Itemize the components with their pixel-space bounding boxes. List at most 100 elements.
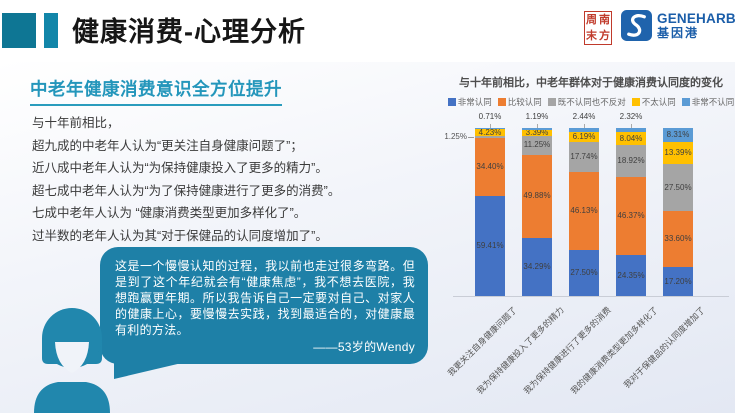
legend-item: 非常不认同	[681, 96, 735, 108]
x-axis-line	[453, 296, 729, 297]
segment-value-label: 46.13%	[570, 206, 598, 216]
bar-segment	[663, 164, 693, 211]
geneharbor-helix-icon	[621, 10, 652, 41]
bar-segment	[522, 154, 552, 239]
bar-segment	[616, 145, 646, 178]
segment-value-label: 4.23%	[478, 127, 502, 137]
bar-segment	[522, 238, 552, 296]
bar-segment	[569, 128, 599, 133]
bar-segment	[663, 141, 693, 165]
bar-segment	[475, 136, 505, 139]
segment-value-label: 2.32%	[619, 112, 643, 121]
body-line: 七成中老年人认为 “健康消费类型更加多样化了”。	[32, 206, 307, 220]
label-tick	[490, 124, 491, 128]
bar-segment	[475, 129, 505, 137]
body-line: 超九成的中老年人认为“更关注自身健康问题了”；	[32, 138, 303, 153]
legend-swatch	[547, 98, 556, 106]
segment-value-label: 8.31%	[666, 129, 690, 139]
segment-value-label: 33.60%	[664, 233, 692, 243]
segment-value-label: 3.39%	[525, 127, 549, 137]
segment-value-label: 17.20%	[664, 276, 692, 286]
chart: 与十年前相比，中老年群体对于健康消费认同度的变化 非常认同 比较认同 既不认同也不反…	[444, 74, 735, 409]
chart-plot: 59.41% 34.40% 1.25% 4.23% 0.71% 我更关注自身健康问题了 34…	[444, 112, 735, 409]
segment-value-label: 27.50%	[570, 267, 598, 277]
body-line: 近八成中老年人认为“为保持健康投入了更多的精力”。	[32, 161, 328, 175]
quote-attribution: ——53岁的Wendy	[313, 340, 415, 354]
segment-value-label: 13.39%	[664, 148, 692, 158]
legend-label: 既不认同也不反对	[557, 97, 626, 107]
legend-item: 不太认同	[631, 96, 676, 108]
segment-value-label: 24.35%	[617, 270, 645, 280]
southern-weekly-seal-logo: 周 南 末 方	[584, 11, 612, 45]
brand-text: GENEHARBOR 基因港	[657, 11, 735, 40]
seal-char: 末	[586, 29, 597, 42]
legend-label: 非常不认同	[691, 97, 735, 107]
brand-name: GENEHARBOR	[657, 11, 735, 26]
bar-segment	[475, 128, 505, 130]
seal-char: 南	[599, 13, 610, 26]
legend-item: 比较认同	[497, 96, 542, 108]
bar-segment	[616, 131, 646, 146]
legend-swatch	[447, 98, 456, 106]
quote-bubble: 这是一个慢慢认知的过程，我以前也走过很多弯路。但是到了这个年纪就会有“健康焦虑”…	[100, 247, 428, 379]
bar-segment	[663, 128, 693, 142]
seal-char: 方	[599, 29, 610, 42]
header: 健康消费-心理分析 周 南 末 方 GENEHARBOR 基因港	[0, 0, 735, 62]
bar-segment	[522, 128, 552, 130]
segment-value-label: 17.74%	[570, 152, 598, 162]
title-accent-bar	[44, 13, 58, 48]
segment-value-label: 59.41%	[476, 241, 504, 251]
bar-segment	[663, 267, 693, 296]
segment-value-label: 11.25%	[523, 140, 551, 150]
bar-segment	[663, 210, 693, 268]
title-accent-block	[2, 13, 36, 48]
label-tick	[631, 124, 632, 128]
segment-value-label: 18.92%	[617, 156, 645, 166]
segment-value-label: 34.40%	[476, 162, 504, 172]
legend-swatch	[681, 98, 690, 106]
bar-segment	[569, 132, 599, 143]
legend-swatch	[497, 98, 506, 106]
body-line: 超七成中老年人认为“为了保持健康进行了更多的消费”。	[32, 183, 341, 198]
body-text: 与十年前相比， 超九成的中老年人认为“更关注自身健康问题了”； 近八成中老年人认…	[32, 112, 432, 247]
segment-value-label: 1.25%	[444, 132, 467, 142]
section-heading: 中老年健康消费意识全方位提升	[30, 76, 282, 106]
bar-segment	[475, 196, 505, 296]
bar-segment	[616, 255, 646, 296]
legend-label: 比较认同	[507, 97, 542, 107]
legend-item: 非常认同	[447, 96, 492, 108]
segment-value-label: 2.44%	[572, 112, 596, 121]
quote-text: 这是一个慢慢认知的过程，我以前也走过很多弯路。但是到了这个年纪就会有“健康焦虑”…	[115, 259, 415, 337]
label-tick	[584, 124, 585, 128]
bar-segment	[569, 249, 599, 296]
body-line: 与十年前相比，	[32, 116, 120, 130]
seal-char: 周	[586, 13, 597, 26]
label-leader	[468, 137, 474, 139]
segment-value-label: 0.71%	[478, 112, 502, 121]
geneharbor-logo: GENEHARBOR 基因港	[621, 9, 735, 42]
segment-value-label: 34.29%	[523, 262, 551, 272]
segment-value-label: 46.37%	[617, 211, 645, 221]
bar-segment	[522, 129, 552, 136]
bar-segment	[522, 135, 552, 155]
legend-label: 非常认同	[457, 97, 492, 107]
page-title: 健康消费-心理分析	[72, 17, 306, 47]
legend-swatch	[631, 98, 640, 106]
bar-segment	[569, 142, 599, 173]
segment-value-label: 8.04%	[619, 133, 643, 143]
bar-segment	[475, 138, 505, 197]
label-tick	[537, 124, 538, 128]
segment-value-label: 49.88%	[523, 191, 551, 201]
body-line: 过半数的老年人认为其“对于保健品的认同度增加了”。	[32, 228, 328, 243]
segment-value-label: 27.50%	[664, 182, 692, 192]
legend-label: 不太认同	[641, 97, 676, 107]
bar-segment	[569, 172, 599, 250]
woman-avatar-icon	[34, 308, 110, 413]
segment-value-label: 1.19%	[525, 112, 549, 121]
chart-legend: 非常认同 比较认同 既不认同也不反对 不太认同 非常不认同	[447, 96, 735, 108]
bubble-tail	[114, 362, 186, 379]
brand-name-cn: 基因港	[657, 26, 700, 40]
bar-segment	[616, 128, 646, 132]
legend-item: 既不认同也不反对	[547, 96, 626, 108]
